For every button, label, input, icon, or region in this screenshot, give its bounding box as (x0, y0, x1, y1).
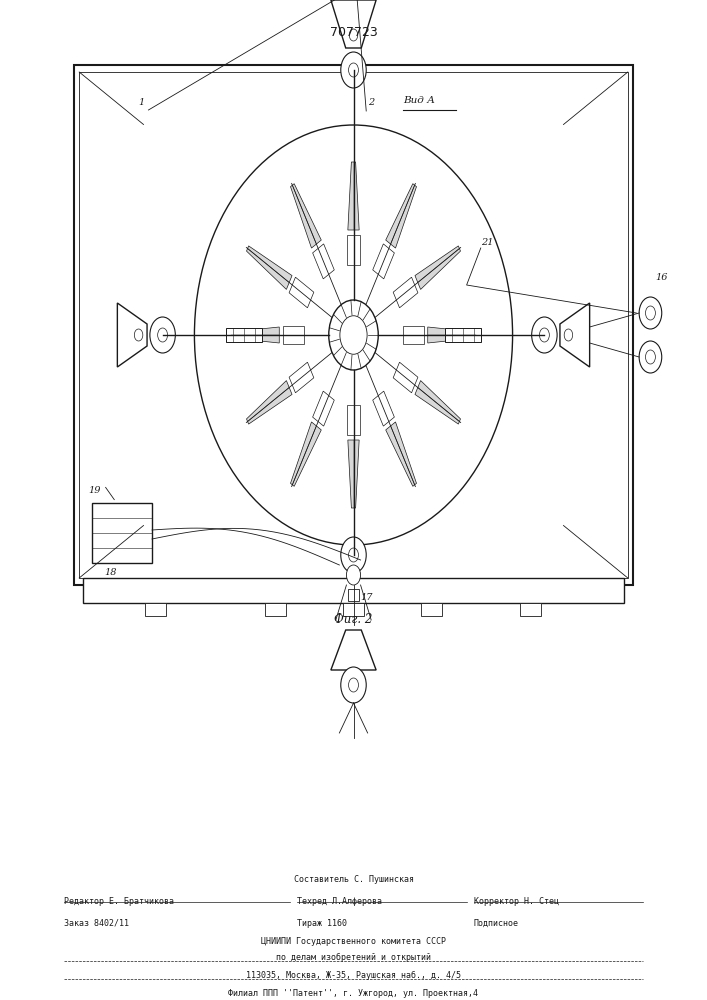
Polygon shape (403, 326, 424, 344)
Text: 18: 18 (104, 568, 117, 577)
Circle shape (134, 329, 143, 341)
Text: Фиг. 2: Фиг. 2 (334, 613, 373, 626)
Bar (92, 503, 152, 563)
Polygon shape (348, 440, 359, 508)
Polygon shape (393, 362, 418, 393)
Polygon shape (231, 327, 279, 343)
Circle shape (341, 52, 366, 88)
Text: 707723: 707723 (329, 25, 378, 38)
Bar (74, 65, 633, 585)
Circle shape (349, 548, 358, 562)
Text: 17: 17 (361, 593, 373, 602)
Circle shape (349, 29, 358, 41)
Text: 2: 2 (368, 98, 374, 107)
Bar (348, 589, 359, 601)
Text: 21: 21 (481, 238, 493, 247)
Polygon shape (428, 327, 476, 343)
Polygon shape (312, 244, 334, 279)
Polygon shape (331, 0, 376, 48)
Polygon shape (373, 391, 395, 426)
Bar (79, 72, 628, 578)
Circle shape (150, 317, 175, 353)
Polygon shape (348, 162, 359, 230)
Circle shape (349, 63, 358, 77)
Text: 19: 19 (88, 486, 101, 495)
Circle shape (340, 316, 367, 354)
Polygon shape (312, 391, 334, 426)
Text: Филиал ППП ''Патент'', г. Ужгород, ул. Проектная,4: Филиал ППП ''Патент'', г. Ужгород, ул. П… (228, 989, 479, 998)
Circle shape (539, 328, 549, 342)
Text: ЦНИИПИ Государственного комитета СССР: ЦНИИПИ Государственного комитета СССР (261, 937, 446, 946)
Polygon shape (117, 303, 147, 367)
Bar (421, 603, 442, 616)
Text: Тираж 1160: Тираж 1160 (297, 919, 347, 928)
Circle shape (349, 678, 358, 692)
Polygon shape (247, 381, 292, 424)
Circle shape (158, 328, 168, 342)
Bar (226, 328, 262, 342)
Text: Редактор Е. Братчикова: Редактор Е. Братчикова (64, 897, 174, 906)
Polygon shape (291, 422, 321, 486)
Polygon shape (289, 362, 314, 393)
Text: по делам изобретений и открытий: по делам изобретений и открытий (276, 953, 431, 962)
Polygon shape (393, 277, 418, 308)
Circle shape (341, 667, 366, 703)
Circle shape (639, 341, 662, 373)
Polygon shape (560, 303, 590, 367)
Text: Техред Л.Алферова: Техред Л.Алферова (297, 897, 382, 906)
Polygon shape (283, 326, 304, 344)
Circle shape (341, 537, 366, 573)
Bar (145, 603, 166, 616)
Text: 113035, Москва, Ж-35, Раушская наб., д. 4/5: 113035, Москва, Ж-35, Раушская наб., д. … (246, 971, 461, 980)
Circle shape (645, 306, 655, 320)
Polygon shape (415, 246, 460, 289)
Bar (343, 603, 364, 616)
Polygon shape (373, 244, 395, 279)
Polygon shape (386, 184, 416, 248)
Circle shape (329, 300, 378, 370)
Text: 1: 1 (138, 98, 144, 107)
Polygon shape (289, 277, 314, 308)
Text: Подписное: Подписное (474, 919, 519, 928)
Bar (83, 578, 624, 603)
Bar (520, 603, 541, 616)
Polygon shape (291, 184, 321, 248)
Polygon shape (415, 381, 460, 424)
Circle shape (564, 329, 573, 341)
Circle shape (639, 297, 662, 329)
Polygon shape (347, 235, 360, 265)
Text: Вид А: Вид А (403, 96, 435, 105)
Polygon shape (386, 422, 416, 486)
Text: Корректор Н. Стец: Корректор Н. Стец (474, 897, 559, 906)
Ellipse shape (194, 125, 513, 545)
Circle shape (532, 317, 557, 353)
Circle shape (645, 350, 655, 364)
Bar (265, 603, 286, 616)
Text: 16: 16 (655, 273, 668, 282)
Polygon shape (331, 630, 376, 670)
Circle shape (346, 565, 361, 585)
Bar (445, 328, 481, 342)
Polygon shape (247, 246, 292, 289)
Polygon shape (347, 405, 360, 435)
Text: Составитель С. Пушинская: Составитель С. Пушинская (293, 875, 414, 884)
Text: Заказ 8402/11: Заказ 8402/11 (64, 919, 129, 928)
